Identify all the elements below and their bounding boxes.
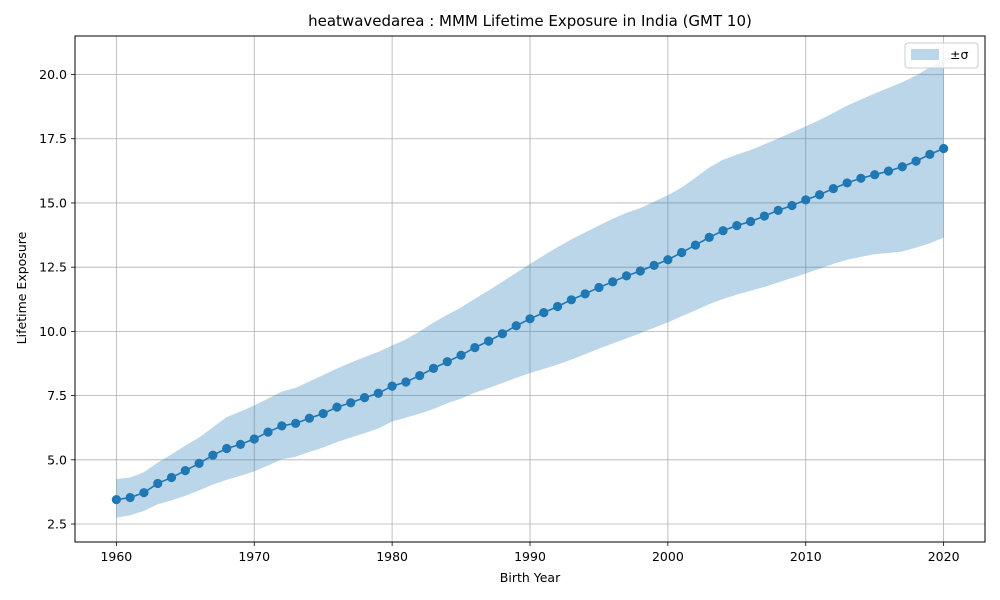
y-tick-label: 17.5 xyxy=(39,131,67,146)
y-tick-label: 7.5 xyxy=(47,388,67,403)
data-point xyxy=(497,329,508,339)
data-point xyxy=(732,220,742,231)
y-axis-label: Lifetime Exposure xyxy=(14,231,29,344)
y-tick-label: 15.0 xyxy=(39,195,67,210)
data-point xyxy=(814,190,825,200)
data-point xyxy=(456,350,466,360)
data-point xyxy=(801,195,811,205)
data-point xyxy=(580,289,590,299)
data-point xyxy=(911,156,921,166)
legend-label: ±σ xyxy=(950,47,968,62)
data-point xyxy=(828,183,838,194)
data-point xyxy=(883,166,894,176)
data-point xyxy=(704,232,714,242)
series-marker-layer xyxy=(111,143,949,505)
legend-frame xyxy=(904,42,979,69)
data-point xyxy=(594,282,604,293)
data-point xyxy=(249,434,259,444)
sigma-band-layer xyxy=(116,59,944,518)
data-point xyxy=(470,342,480,353)
data-point xyxy=(552,301,563,312)
data-point xyxy=(635,266,645,276)
data-point xyxy=(208,450,218,460)
data-point xyxy=(608,277,618,287)
x-tick-label: 2010 xyxy=(790,549,822,564)
data-point xyxy=(677,247,687,258)
data-point xyxy=(235,439,246,449)
data-point xyxy=(718,226,728,236)
data-point xyxy=(484,336,494,346)
legend-band-swatch xyxy=(911,49,939,60)
data-point xyxy=(291,418,301,428)
data-point xyxy=(442,357,452,367)
x-tick-label: 1970 xyxy=(238,549,270,564)
data-point xyxy=(428,363,439,373)
data-point xyxy=(539,308,549,318)
y-tick-label: 10.0 xyxy=(39,324,67,339)
data-point xyxy=(318,408,328,419)
data-point xyxy=(566,295,576,305)
x-tick-label: 2000 xyxy=(652,549,684,564)
data-point xyxy=(842,178,852,188)
data-point xyxy=(690,240,701,250)
data-point xyxy=(222,443,232,454)
data-point xyxy=(746,216,756,227)
data-point xyxy=(511,321,521,331)
data-point xyxy=(939,143,949,154)
data-point xyxy=(759,211,769,221)
data-point xyxy=(787,200,797,211)
data-point xyxy=(621,271,632,281)
data-point xyxy=(332,402,342,412)
data-point xyxy=(153,478,163,489)
data-point xyxy=(139,488,149,498)
data-point xyxy=(304,413,314,423)
x-tick-label: 1980 xyxy=(376,549,408,564)
data-point xyxy=(359,393,370,403)
data-point xyxy=(773,205,783,215)
data-point xyxy=(125,492,135,503)
data-point xyxy=(277,421,287,431)
x-tick-label: 2020 xyxy=(928,549,960,564)
data-point xyxy=(649,260,659,270)
data-point xyxy=(897,162,907,172)
x-axis-label: Birth Year xyxy=(500,570,561,585)
data-point xyxy=(870,170,880,180)
grid xyxy=(75,36,985,542)
data-point xyxy=(194,458,204,468)
x-tick-label: 1990 xyxy=(514,549,546,564)
y-tick-label: 2.5 xyxy=(47,517,67,532)
data-point xyxy=(387,381,397,391)
y-tick-label: 5.0 xyxy=(47,452,67,467)
y-tick-label: 12.5 xyxy=(39,260,67,275)
y-axis-ticks: 2.5 5.0 7.5 10.0 12.5 15.0 17.5 20.0 xyxy=(39,67,75,532)
data-point xyxy=(525,314,535,324)
data-point xyxy=(925,149,935,160)
y-tick-label: 20.0 xyxy=(39,67,67,82)
data-point xyxy=(415,370,425,381)
data-point xyxy=(166,472,177,483)
data-point xyxy=(180,465,190,476)
data-point xyxy=(346,398,356,408)
data-point xyxy=(263,427,273,437)
x-axis-ticks: 1960 1970 1980 1990 2000 2010 2020 xyxy=(100,542,960,564)
data-point xyxy=(111,495,121,505)
legend: ±σ xyxy=(904,42,979,69)
chart-title: heatwavedarea : MMM Lifetime Exposure in… xyxy=(308,12,752,30)
sigma-band xyxy=(116,59,944,518)
data-point xyxy=(373,388,383,398)
data-point xyxy=(856,173,866,183)
x-tick-label: 1960 xyxy=(100,549,132,564)
data-point xyxy=(401,377,411,387)
data-point xyxy=(663,255,673,265)
